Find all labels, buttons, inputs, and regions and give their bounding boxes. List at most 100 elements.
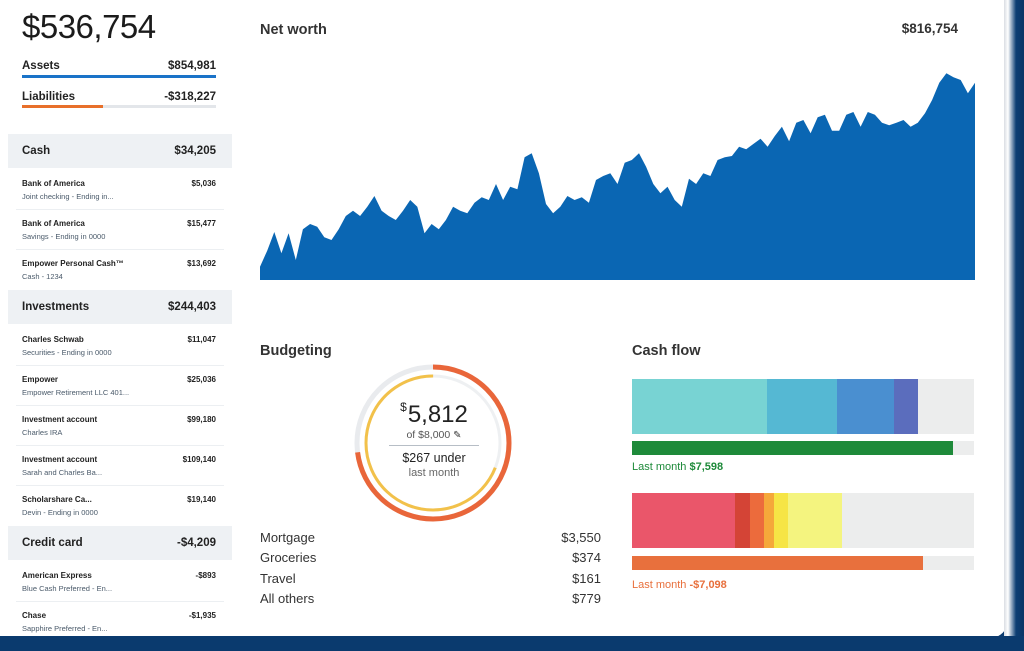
budgeting-title: Budgeting xyxy=(260,343,332,359)
assets-value: $854,981 xyxy=(168,60,216,72)
budget-summary: $5,812 of $8,000 ✎ $267 under last month xyxy=(382,400,486,479)
income-segment[interactable] xyxy=(767,379,838,434)
assets-bar-fill xyxy=(22,75,216,78)
liabilities-bar-fill xyxy=(22,105,104,108)
account-sub: Sarah and Charles Ba... xyxy=(22,468,103,477)
account-row[interactable]: Bank of America Savings - Ending in 0000… xyxy=(8,210,232,250)
account-sub: Sapphire Preferred - En... xyxy=(22,624,108,633)
dashboard-window: $536,754 Assets $854,981 Liabilities -$3… xyxy=(0,0,1008,638)
income-last-label: Last month xyxy=(632,461,687,473)
income-last-month-bar xyxy=(632,441,974,455)
liabilities-label: Liabilities xyxy=(22,91,76,103)
account-row[interactable]: Chase Sapphire Preferred - En... -$1,935 xyxy=(8,602,232,638)
budget-last-month: last month xyxy=(408,467,460,479)
expense-last-month-fill xyxy=(632,556,923,570)
account-value: -$893 xyxy=(195,571,216,580)
expense-segment[interactable] xyxy=(763,493,774,548)
expense-bar[interactable] xyxy=(632,493,974,548)
account-value: $13,692 xyxy=(187,259,216,268)
category-label: All others xyxy=(260,591,315,606)
income-segment[interactable] xyxy=(893,379,918,434)
liabilities-row[interactable]: Liabilities -$318,227 xyxy=(22,91,216,103)
income-segment[interactable] xyxy=(632,379,768,434)
account-sub: Charles IRA xyxy=(22,428,63,437)
liabilities-bar xyxy=(22,105,216,108)
net-worth-chart[interactable] xyxy=(260,60,975,280)
account-row[interactable]: Charles Schwab Securities - Ending in 00… xyxy=(8,326,232,366)
expense-segment[interactable] xyxy=(749,493,764,548)
budget-category[interactable]: All others $779 xyxy=(260,591,601,606)
account-name: Charles Schwab xyxy=(22,335,84,344)
net-worth-value: $816,754 xyxy=(901,21,958,36)
account-row[interactable]: Scholarshare Ca... Devin - Ending in 000… xyxy=(8,486,232,526)
income-last-value: $7,598 xyxy=(689,461,724,473)
divider xyxy=(16,209,224,210)
account-name: American Express xyxy=(22,571,92,580)
budget-of: of $8,000 ✎ xyxy=(382,429,486,441)
income-last-month-fill xyxy=(632,441,954,455)
category-value: $3,550 xyxy=(561,530,601,545)
account-row[interactable]: Investment account Sarah and Charles Ba.… xyxy=(8,446,232,486)
section-cash[interactable]: Cash $34,205 xyxy=(8,134,232,168)
divider xyxy=(389,445,479,446)
divider xyxy=(16,365,224,366)
pencil-icon[interactable]: ✎ xyxy=(453,430,462,441)
account-value: $109,140 xyxy=(182,455,216,464)
account-row[interactable]: Empower Empower Retirement LLC 401... $2… xyxy=(8,366,232,406)
section-investments[interactable]: Investments $244,403 xyxy=(8,290,232,324)
section-value: $34,205 xyxy=(174,145,216,157)
account-name: Investment account xyxy=(22,415,98,424)
account-name: Investment account xyxy=(22,455,98,464)
account-name: Empower Personal Cash™ xyxy=(22,259,124,268)
account-sub: Cash - 1234 xyxy=(22,272,63,281)
net-worth-title: Net worth xyxy=(260,22,327,38)
divider xyxy=(16,485,224,486)
expense-last-value: -$7,098 xyxy=(689,579,727,591)
expense-segment[interactable] xyxy=(734,493,750,548)
account-value: $15,477 xyxy=(187,219,216,228)
account-name: Bank of America xyxy=(22,179,85,188)
account-sub: Savings - Ending in 0000 xyxy=(22,232,106,241)
account-row[interactable]: Empower Personal Cash™ Cash - 1234 $13,6… xyxy=(8,250,232,290)
category-value: $779 xyxy=(572,591,601,606)
income-segment[interactable] xyxy=(837,379,894,434)
budget-category[interactable]: Groceries $374 xyxy=(260,550,601,565)
account-sub: Devin - Ending in 0000 xyxy=(22,508,98,517)
budget-spent: $5,812 xyxy=(382,400,486,429)
expense-last-month-bar xyxy=(632,556,974,570)
expense-segment[interactable] xyxy=(787,493,843,548)
assets-bar xyxy=(22,75,216,78)
account-row[interactable]: Bank of America Joint checking - Ending … xyxy=(8,170,232,210)
income-last-month: Last month $7,598 xyxy=(632,461,723,473)
section-credit-card[interactable]: Credit card -$4,209 xyxy=(8,526,232,560)
account-value: $99,180 xyxy=(187,415,216,424)
account-value: $19,140 xyxy=(187,495,216,504)
category-value: $374 xyxy=(572,550,601,565)
divider xyxy=(16,249,224,250)
assets-row[interactable]: Assets $854,981 xyxy=(22,60,216,72)
assets-label: Assets xyxy=(22,60,60,72)
currency-symbol: $ xyxy=(400,400,407,414)
budget-ring[interactable] xyxy=(352,362,514,524)
expense-segment[interactable] xyxy=(632,493,735,548)
income-bar[interactable] xyxy=(632,379,974,434)
account-value: $5,036 xyxy=(191,179,216,188)
expense-last-month: Last month -$7,098 xyxy=(632,579,727,591)
account-name: Empower xyxy=(22,375,59,384)
account-sub: Joint checking - Ending in... xyxy=(22,192,114,201)
spent-amount: 5,812 xyxy=(407,401,468,428)
account-value: $11,047 xyxy=(187,335,216,344)
budget-category[interactable]: Mortgage $3,550 xyxy=(260,530,601,545)
window-bottom-edge xyxy=(0,636,1024,651)
account-name: Chase xyxy=(22,611,47,620)
section-value: -$4,209 xyxy=(176,537,216,549)
expense-segment[interactable] xyxy=(773,493,788,548)
divider xyxy=(16,601,224,602)
net-worth-total: $536,754 xyxy=(22,8,156,45)
section-value: $244,403 xyxy=(168,301,216,313)
account-row[interactable]: American Express Blue Cash Preferred - E… xyxy=(8,562,232,602)
category-value: $161 xyxy=(572,571,601,586)
cash-flow-title: Cash flow xyxy=(632,343,701,359)
account-row[interactable]: Investment account Charles IRA $99,180 xyxy=(8,406,232,446)
budget-category[interactable]: Travel $161 xyxy=(260,571,601,586)
